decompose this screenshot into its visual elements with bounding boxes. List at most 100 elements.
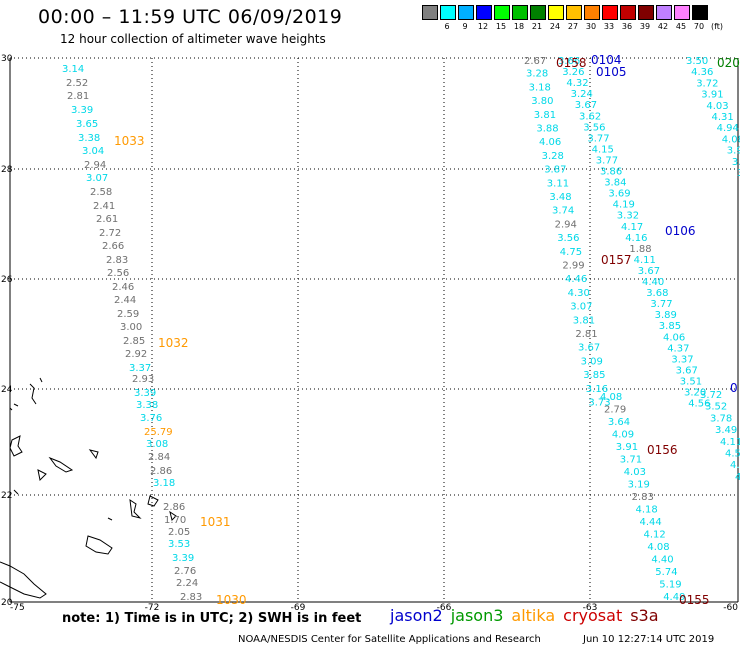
legend-swatch-12 (476, 5, 492, 20)
legend-swatch-27 (566, 5, 582, 20)
pass-id-label: 0 (730, 381, 738, 395)
wave-height-value: 3.38 (78, 133, 100, 144)
wave-height-value: 2.94 (555, 219, 577, 230)
wave-height-value: 3.48 (549, 192, 571, 203)
wave-height-value: 4.44 (640, 517, 662, 528)
pass-id-label: 0158 (556, 56, 587, 70)
wave-height-value: 3.56 (583, 122, 605, 133)
lon-label: -72 (145, 603, 160, 613)
wave-height-value: 4.18 (636, 505, 658, 516)
legend-label-27: 27 (567, 22, 579, 31)
lat-label: 22 (1, 491, 12, 501)
wave-height-value: 2.44 (114, 295, 136, 306)
wave-height-value: 3.66 (558, 56, 580, 67)
wave-height-value: 3.50 (686, 56, 708, 67)
lat-label: 28 (1, 165, 13, 175)
wave-height-value: 3.07 (86, 173, 108, 184)
wave-height-value: 4.75 (560, 247, 582, 258)
wave-height-observations: 3.142.522.813.393.653.383.042.943.072.58… (62, 56, 740, 603)
wave-height-value: 2.85 (123, 336, 145, 347)
lon-label: -75 (10, 603, 25, 613)
wave-height-value: 2.59 (117, 309, 139, 320)
wave-height-value: 2.67 (524, 56, 546, 67)
wave-height-value: 4.11 (720, 437, 740, 448)
wave-height-value: 4.32 (566, 78, 588, 89)
wave-height-value: 4.08 (722, 134, 740, 145)
wave-height-value: 2.79 (604, 405, 626, 416)
legend-label-6: 6 (444, 22, 450, 31)
island-hispaniola (85, 535, 113, 555)
wave-height-value: 3.89 (655, 310, 677, 321)
coastline (0, 377, 177, 599)
pass-id-label: 0104 (591, 53, 622, 67)
satellite-altika: altika (511, 606, 556, 625)
wave-height-value: 4.12 (644, 530, 666, 541)
lat-lon-grid (9, 57, 739, 603)
wave-height-value: 2.94 (84, 160, 106, 171)
wave-height-value: 2.83 (106, 255, 128, 266)
legend-unit: (ft) (710, 22, 724, 31)
wave-height-value: 3.85 (583, 370, 605, 381)
wave-height-value: 3.18 (153, 478, 175, 489)
pass-id-label: 0156 (647, 443, 678, 457)
pass-id-label: 1031 (200, 515, 231, 529)
legend-swatch-33 (602, 5, 618, 20)
wave-height-value: 4.31 (712, 112, 734, 123)
lat-label: 26 (1, 275, 13, 285)
wave-height-value: 3.04 (82, 146, 104, 157)
wave-height-value: 2.99 (562, 261, 584, 272)
satellite-jason2: jason2 (390, 606, 443, 625)
satellite-cryosat: cryosat (563, 606, 623, 625)
island-small1 (107, 517, 113, 521)
wave-height-value: 3.77 (587, 133, 609, 144)
wave-height-value: 3.81 (573, 315, 595, 326)
legend-label-36: 36 (621, 22, 633, 31)
island-cuba (0, 561, 47, 599)
wave-height-value: 4.03 (624, 467, 646, 478)
wave-height-value: 3.78 (710, 413, 732, 424)
wave-height-value: 3.08 (146, 439, 168, 450)
credit-line: NOAA/NESDIS Center for Satellite Applica… (238, 634, 541, 645)
wave-height-value: 3.68 (646, 288, 668, 299)
lat-label: 20 (1, 598, 13, 608)
lat-label: 30 (1, 54, 13, 64)
legend-label-45: 45 (675, 22, 687, 31)
legend-label-39: 39 (639, 22, 651, 31)
wave-height-value: 2.81 (67, 91, 89, 102)
wave-height-value: 2.56 (107, 268, 129, 279)
wave-height-value: 3.84 (604, 178, 626, 189)
island-inagua (88, 449, 99, 460)
legend-label-21: 21 (531, 22, 543, 31)
wave-height-value: 3.67 (578, 343, 600, 354)
wave-height-value: 3.72 (696, 78, 718, 89)
wave-height-value: 3.18 (529, 82, 551, 93)
wave-height-value: 4. (730, 460, 740, 471)
wave-height-value: 2.92 (125, 349, 147, 360)
satellite-jason3: jason3 (450, 606, 504, 625)
wave-height-value: 4.11 (634, 255, 656, 266)
pass-id-label: 020 (717, 56, 740, 70)
wave-height-value: 4.06 (539, 137, 561, 148)
wave-height-value: 3.71 (620, 455, 642, 466)
pass-id-label: 0155 (679, 593, 710, 607)
wave-height-value: 3.77 (596, 155, 618, 166)
wave-height-value: 3.81 (534, 110, 556, 121)
wave-height-value: 3.64 (608, 417, 630, 428)
wave-height-value: 3.28 (542, 151, 564, 162)
wave-height-value: 4 (735, 472, 740, 483)
lon-label: -66 (437, 603, 452, 613)
units-note: note: 1) Time is in UTC; 2) SWH is in fe… (62, 611, 362, 626)
wave-height-value: 4.30 (568, 288, 590, 299)
wave-height-value: 2.58 (90, 187, 112, 198)
wave-height-value: 2.66 (102, 241, 124, 252)
pass-id-label: 1030 (216, 593, 247, 607)
wave-height-value: 4.16 (625, 233, 647, 244)
wave-height-value: 3.24 (571, 89, 593, 100)
wave-height-value: 3.56 (557, 233, 579, 244)
wave-height-value: 3. (732, 157, 740, 168)
island-small2 (13, 489, 19, 495)
wave-height-value: 3.73 (588, 398, 610, 409)
